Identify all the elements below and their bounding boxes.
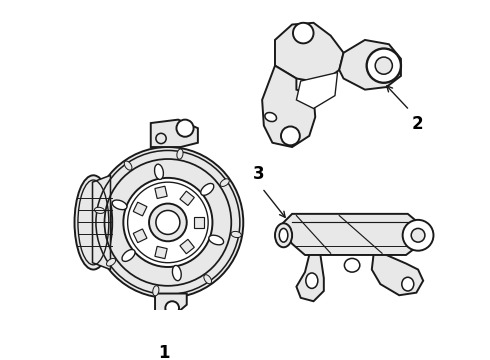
Polygon shape (133, 229, 147, 243)
Ellipse shape (95, 207, 105, 213)
Polygon shape (262, 66, 315, 147)
Ellipse shape (220, 179, 229, 186)
Circle shape (403, 220, 434, 251)
Ellipse shape (265, 113, 276, 122)
Circle shape (367, 49, 401, 83)
Circle shape (93, 147, 244, 298)
Circle shape (156, 211, 180, 234)
Polygon shape (279, 214, 423, 255)
Ellipse shape (231, 231, 241, 238)
Text: 1: 1 (158, 344, 170, 360)
Circle shape (293, 23, 314, 43)
Polygon shape (296, 72, 338, 108)
Ellipse shape (74, 175, 112, 270)
Polygon shape (180, 239, 195, 254)
Ellipse shape (112, 200, 127, 210)
Ellipse shape (172, 265, 181, 281)
Ellipse shape (306, 273, 318, 288)
Ellipse shape (177, 149, 183, 159)
Circle shape (149, 203, 187, 241)
Ellipse shape (122, 249, 135, 261)
Ellipse shape (153, 286, 159, 296)
Ellipse shape (154, 164, 163, 179)
Circle shape (411, 229, 425, 242)
Polygon shape (133, 202, 147, 216)
Ellipse shape (275, 223, 292, 247)
Circle shape (375, 57, 392, 74)
Ellipse shape (124, 161, 132, 170)
Ellipse shape (204, 275, 212, 284)
Polygon shape (194, 217, 204, 228)
Circle shape (281, 126, 300, 145)
Polygon shape (180, 191, 195, 206)
Polygon shape (155, 246, 167, 258)
Polygon shape (372, 255, 423, 295)
Ellipse shape (201, 184, 214, 195)
Circle shape (156, 133, 166, 144)
Ellipse shape (209, 235, 223, 245)
Text: 3: 3 (253, 165, 265, 183)
Polygon shape (151, 120, 198, 147)
Polygon shape (93, 175, 110, 270)
Text: 2: 2 (411, 115, 423, 133)
Polygon shape (275, 23, 343, 83)
Polygon shape (339, 40, 401, 90)
Polygon shape (296, 255, 324, 301)
Ellipse shape (344, 258, 360, 272)
Polygon shape (155, 293, 187, 315)
Circle shape (165, 301, 179, 315)
Ellipse shape (106, 258, 116, 266)
Polygon shape (155, 186, 167, 198)
Circle shape (123, 178, 213, 267)
Ellipse shape (279, 229, 288, 242)
Circle shape (176, 120, 194, 137)
Ellipse shape (402, 277, 414, 291)
